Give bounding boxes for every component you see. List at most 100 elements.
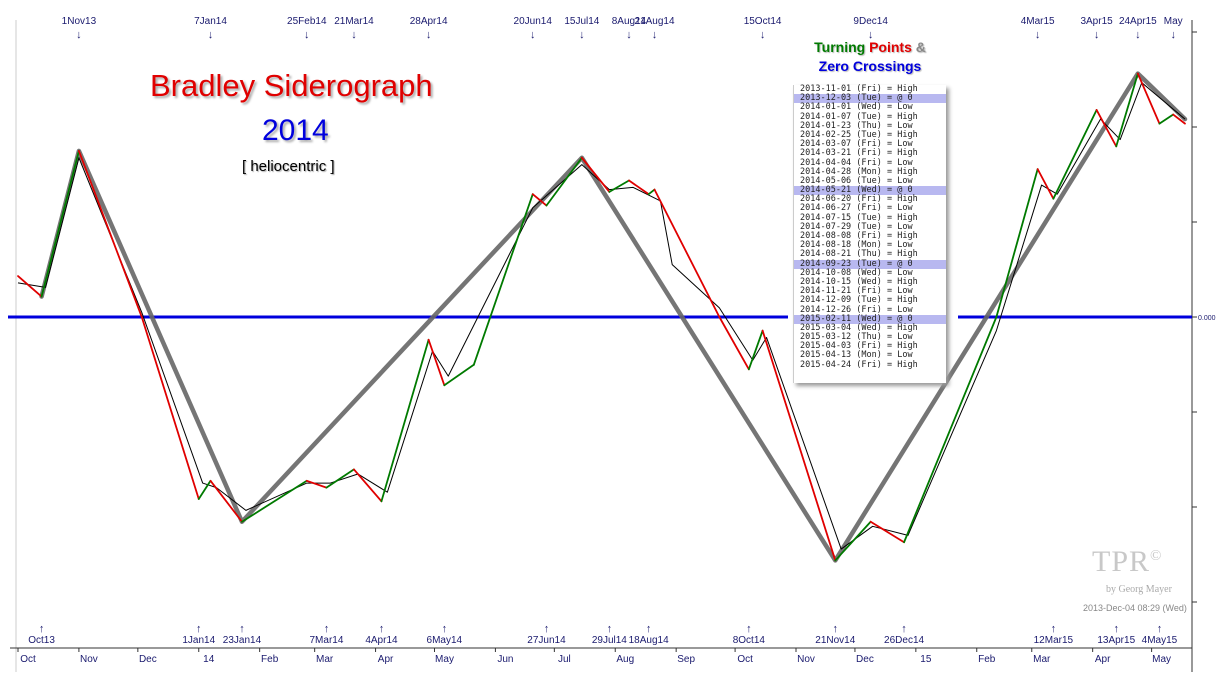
high-marker-label: 9Dec14	[853, 16, 888, 27]
x-tick-label: Jun	[497, 654, 513, 665]
low-marker-arrow: ↑	[379, 623, 385, 635]
chart-title: Bradley Siderograph	[150, 68, 433, 103]
siderograph-segment	[427, 338, 446, 387]
siderograph-segment	[443, 363, 475, 387]
turning-point-row: 2014-01-01 (Wed) = Low	[800, 102, 913, 113]
turning-point-row: 2014-08-18 (Mon) = Low	[800, 240, 913, 251]
legend-title-amp: &	[911, 39, 926, 55]
turning-point-row: 2014-01-07 (Tue) = High	[800, 111, 918, 122]
siderograph-segment	[140, 316, 200, 500]
low-marker-label: 4Apr14	[365, 635, 398, 646]
turning-point-row: 2015-04-03 (Fri) = High	[800, 341, 918, 352]
legend-title-points: Points	[869, 39, 912, 55]
copyright-symbol: ©	[1150, 548, 1163, 564]
high-marker-label: 21Mar14	[334, 16, 374, 27]
high-marker-label: 20Jun14	[514, 16, 553, 27]
creation-date: 2013-Dec-04 08:29 (Wed)	[1083, 603, 1187, 613]
x-tick-label: Mar	[1033, 654, 1051, 665]
low-marker-arrow: ↑	[833, 623, 839, 635]
x-tick-label: Oct	[737, 654, 753, 665]
high-marker-arrow: ↓	[1135, 29, 1141, 41]
turning-point-row: 2015-03-04 (Wed) = High	[800, 322, 918, 333]
high-marker-label: 7Jan14	[194, 16, 227, 27]
x-tick-label: Jul	[558, 654, 571, 665]
low-marker-label: 8Oct14	[733, 635, 766, 646]
siderograph-segment	[608, 179, 630, 193]
low-marker-arrow: ↑	[607, 623, 613, 635]
low-marker-label: Oct13	[28, 635, 55, 646]
high-marker-label: 8Aug14	[612, 16, 647, 27]
siderograph-segment	[761, 329, 837, 562]
high-marker-label: 1Nov13	[62, 16, 97, 27]
siderograph-segment	[1095, 109, 1118, 148]
low-marker-arrow: ↑	[901, 623, 907, 635]
turning-point-row: 2014-08-08 (Fri) = High	[800, 231, 918, 241]
siderograph-segment	[353, 468, 383, 503]
turning-point-row: 2014-12-09 (Tue) = High	[800, 295, 918, 306]
legend-title-turning: Turning	[814, 39, 870, 55]
high-marker-arrow: ↓	[530, 29, 536, 41]
low-marker-arrow: ↑	[324, 623, 330, 635]
siderograph-segment	[325, 468, 355, 489]
x-tick-label: May	[435, 654, 454, 665]
low-marker-arrow: ↑	[196, 623, 202, 635]
x-tick-label: 15	[920, 654, 932, 665]
low-marker-arrow: ↑	[442, 623, 448, 635]
high-marker-arrow: ↓	[579, 29, 585, 41]
chart-year: 2014	[262, 114, 329, 147]
turning-point-row: 2014-04-04 (Fri) = Low	[800, 157, 913, 168]
high-marker-label: 21Aug14	[635, 16, 675, 27]
low-marker-label: 1Jan14	[182, 635, 215, 646]
high-marker-label: 28Apr14	[410, 16, 448, 27]
x-tick-label: Apr	[1095, 654, 1111, 665]
high-marker-label: 25Feb14	[287, 16, 327, 27]
siderograph-segment	[40, 150, 80, 298]
zero-crossing-row: 2014-05-21 (Wed) = @ 0	[794, 185, 946, 196]
siderograph-segment	[1172, 113, 1186, 125]
high-marker-arrow: ↓	[1094, 29, 1100, 41]
low-marker-label: 26Dec14	[884, 635, 924, 646]
high-marker-label: May	[1164, 16, 1183, 27]
siderograph-segment	[1158, 113, 1175, 125]
high-marker-arrow: ↓	[652, 29, 658, 41]
x-tick-label: May	[1152, 654, 1171, 665]
turning-point-row: 2014-10-15 (Wed) = High	[800, 276, 918, 287]
turning-point-row: 2014-03-07 (Fri) = Low	[800, 139, 913, 150]
siderograph-segment	[531, 193, 548, 207]
low-marker-label: 29Jul14	[592, 635, 627, 646]
siderograph-segment	[747, 329, 764, 371]
y-tick-label: 0.000	[1198, 315, 1216, 322]
turning-point-row: 2014-12-26 (Fri) = Low	[800, 304, 913, 315]
low-marker-arrow: ↑	[39, 623, 45, 635]
turning-point-row: 2014-04-28 (Mon) = High	[800, 166, 918, 177]
low-marker-label: 27Jun14	[527, 635, 566, 646]
turning-point-row: 2014-03-21 (Fri) = High	[800, 148, 918, 159]
siderograph-segment	[718, 316, 750, 371]
low-marker-label: 18Aug14	[629, 635, 669, 646]
low-marker-label: 7Mar14	[309, 635, 343, 646]
siderograph-segment	[197, 479, 212, 500]
high-marker-label: 15Oct14	[744, 16, 782, 27]
turning-point-row: 2014-08-21 (Thu) = High	[800, 249, 918, 260]
high-marker-label: 3Apr15	[1080, 16, 1113, 27]
high-marker-arrow: ↓	[626, 29, 632, 41]
turning-point-row: 2014-01-23 (Thu) = Low	[800, 120, 913, 131]
low-marker-label: 23Jan14	[223, 635, 262, 646]
siderograph-segment	[653, 188, 721, 318]
legend-title-line1: Turning Points &	[790, 38, 950, 57]
siderograph-segment	[647, 188, 656, 196]
x-tick-label: Nov	[80, 654, 98, 665]
siderograph-segment	[17, 275, 43, 298]
high-marker-label: 24Apr15	[1119, 16, 1157, 27]
x-tick-label: Sep	[677, 654, 695, 665]
x-tick-label: Aug	[616, 654, 634, 665]
high-marker-arrow: ↓	[76, 29, 82, 41]
siderograph-segment	[305, 479, 328, 489]
siderograph-segment	[472, 193, 534, 366]
siderograph-segment	[78, 150, 143, 318]
tpr-logo: TPR©	[1092, 545, 1162, 579]
turning-point-row: 2014-06-27 (Fri) = Low	[800, 203, 913, 214]
turning-point-row: 2014-07-29 (Tue) = Low	[800, 221, 913, 232]
high-marker-arrow: ↓	[304, 29, 310, 41]
turning-point-row: 2014-10-08 (Wed) = Low	[800, 267, 913, 278]
